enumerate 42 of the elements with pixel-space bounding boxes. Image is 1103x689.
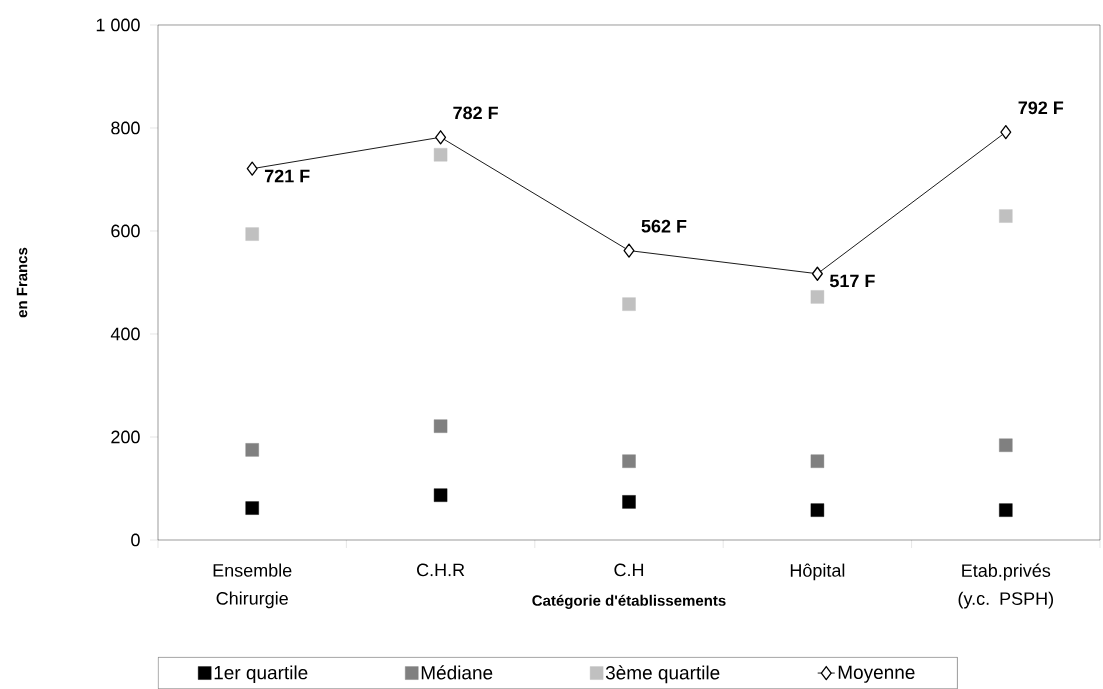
point bbox=[999, 209, 1013, 223]
point bbox=[810, 290, 825, 304]
data-label: 517 F bbox=[829, 274, 875, 288]
y-tick-label: 0 bbox=[131, 533, 140, 547]
point bbox=[622, 495, 636, 509]
point bbox=[433, 148, 448, 162]
data-label: 721 F bbox=[264, 169, 310, 183]
point bbox=[245, 227, 259, 241]
x-axis-title: Catégorie d'établissements bbox=[532, 594, 726, 609]
legend-label: Médiane bbox=[421, 665, 493, 680]
point bbox=[433, 419, 448, 433]
y-tick-label: 1 000 bbox=[96, 18, 140, 32]
data-label: 792 F bbox=[1018, 101, 1064, 115]
point bbox=[245, 501, 259, 515]
point bbox=[999, 503, 1013, 517]
point bbox=[433, 488, 448, 502]
data-label: 782 F bbox=[453, 106, 498, 120]
point bbox=[811, 266, 823, 281]
y-tick-label: 800 bbox=[111, 121, 140, 135]
x-tick-label: C.H.R bbox=[417, 563, 465, 577]
y-tick-label: 200 bbox=[111, 430, 140, 444]
x-tick-label: C.H bbox=[614, 563, 644, 577]
point bbox=[1000, 124, 1012, 140]
point bbox=[810, 454, 825, 468]
point bbox=[435, 130, 447, 145]
legend-label: 3ème quartile bbox=[605, 665, 720, 684]
x-tick-label: Hôpital bbox=[790, 563, 845, 581]
legend-label: Moyenne bbox=[838, 665, 915, 683]
x-tick-label: Ensemble Chirurgie bbox=[213, 563, 292, 609]
y-axis-title: en Francs bbox=[16, 247, 28, 318]
data-label: 562 F bbox=[641, 219, 687, 233]
point bbox=[245, 443, 259, 457]
point bbox=[999, 438, 1013, 452]
point bbox=[622, 297, 636, 311]
x-tick-label: Etab.privés (y.c. PSPH) bbox=[958, 563, 1054, 609]
point bbox=[622, 454, 636, 468]
point bbox=[623, 243, 635, 258]
legend-label: 1er quartile bbox=[214, 665, 308, 684]
point bbox=[246, 161, 258, 176]
y-tick-label: 600 bbox=[111, 224, 140, 238]
point bbox=[810, 503, 825, 517]
y-tick-label: 400 bbox=[110, 327, 140, 341]
